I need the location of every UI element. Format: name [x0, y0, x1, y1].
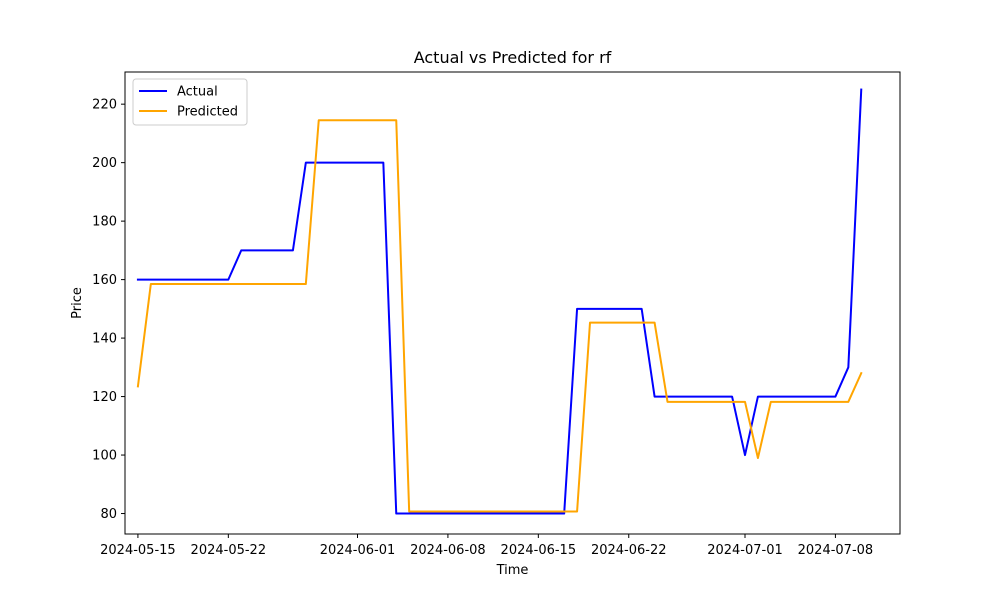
legend-label-actual: Actual	[177, 85, 218, 100]
x-tick-label: 2024-06-22	[591, 543, 667, 558]
y-tick-label: 100	[92, 449, 117, 464]
x-tick-label: 2024-06-08	[410, 543, 486, 558]
y-axis-label: Price	[70, 287, 85, 319]
x-tick-label: 2024-07-01	[707, 543, 783, 558]
x-axis-label: Time	[496, 563, 529, 578]
y-tick-label: 180	[92, 215, 117, 230]
chart-title: Actual vs Predicted for rf	[414, 48, 612, 67]
x-tick-label: 2024-07-08	[798, 543, 874, 558]
y-tick-label: 80	[100, 507, 117, 522]
y-tick-label: 200	[92, 156, 117, 171]
x-tick-label: 2024-06-01	[320, 543, 396, 558]
series-line-predicted	[136, 119, 863, 513]
legend: Actual Predicted	[132, 78, 248, 126]
series-line-actual	[136, 88, 863, 515]
y-axis: 80 100 120 140 160 180 200 220	[92, 98, 125, 522]
y-tick-label: 140	[92, 332, 117, 347]
x-tick-label: 2024-06-15	[501, 543, 577, 558]
axes-frame	[124, 71, 901, 535]
legend-label-predicted: Predicted	[177, 105, 238, 120]
x-tick-label: 2024-05-22	[191, 543, 267, 558]
y-tick-label: 220	[92, 98, 117, 113]
x-tick-label: 2024-05-15	[100, 543, 176, 558]
y-tick-label: 120	[92, 390, 117, 405]
y-tick-label: 160	[92, 273, 117, 288]
x-axis: 2024-05-15 2024-05-22 2024-06-01 2024-06-08…	[100, 534, 873, 558]
plot-area	[136, 88, 863, 515]
